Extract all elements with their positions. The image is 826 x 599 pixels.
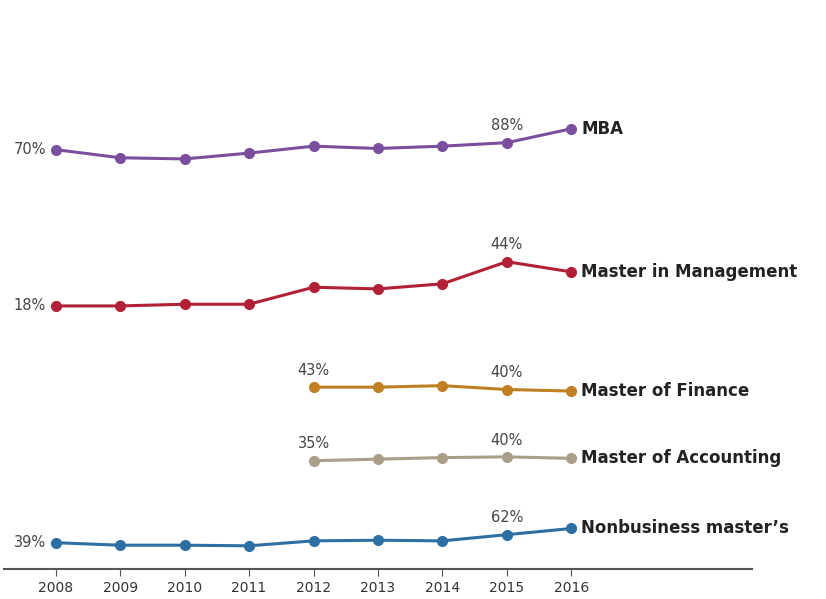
- Text: 18%: 18%: [14, 298, 46, 313]
- Text: 40%: 40%: [491, 432, 523, 447]
- Text: 35%: 35%: [297, 437, 330, 452]
- Text: Nonbusiness master’s: Nonbusiness master’s: [581, 519, 789, 537]
- Text: 40%: 40%: [491, 365, 523, 380]
- Text: 39%: 39%: [14, 536, 46, 550]
- Text: 43%: 43%: [297, 363, 330, 378]
- Text: 62%: 62%: [491, 510, 523, 525]
- Text: MBA: MBA: [581, 120, 623, 138]
- Text: Master of Finance: Master of Finance: [581, 382, 749, 400]
- Text: Master of Accounting: Master of Accounting: [581, 449, 781, 467]
- Text: 70%: 70%: [13, 142, 46, 157]
- Text: Master in Management: Master in Management: [581, 263, 797, 281]
- Text: 88%: 88%: [491, 119, 523, 134]
- Text: 44%: 44%: [491, 237, 523, 252]
